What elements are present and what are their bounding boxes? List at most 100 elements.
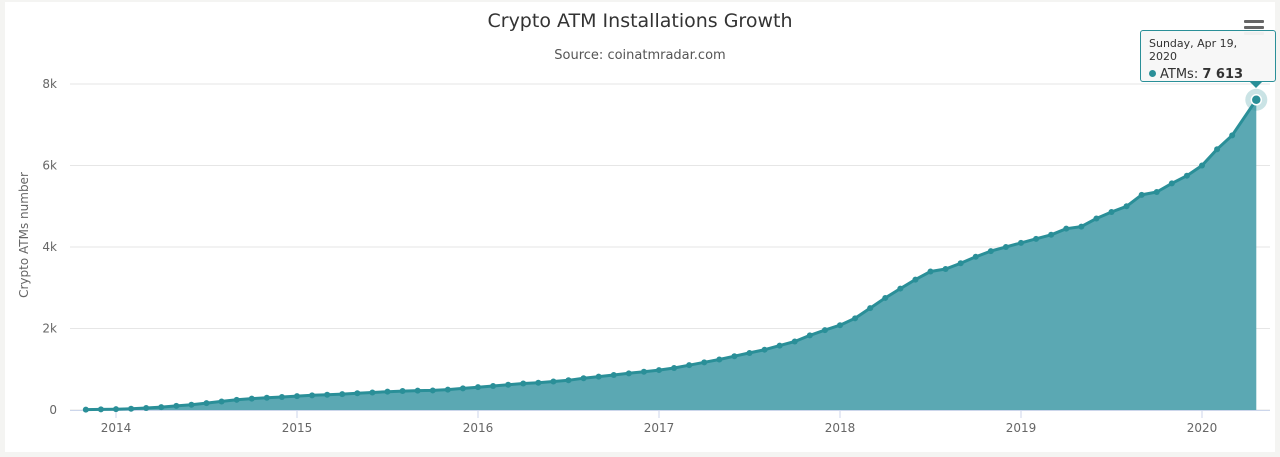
data-point[interactable] (1018, 239, 1024, 246)
y-tick-label: 0 (49, 403, 57, 417)
data-point[interactable] (791, 338, 798, 345)
data-point[interactable] (972, 253, 979, 260)
data-point[interactable] (459, 385, 466, 392)
data-point[interactable] (173, 402, 180, 409)
data-point[interactable] (595, 373, 602, 380)
data-point[interactable] (1199, 162, 1205, 169)
data-point[interactable] (806, 332, 813, 339)
data-point[interactable] (158, 404, 165, 411)
y-tick-label: 8k (42, 77, 57, 91)
data-point[interactable] (912, 276, 919, 283)
data-point[interactable] (746, 349, 753, 356)
data-point[interactable] (625, 370, 632, 377)
data-point[interactable] (490, 382, 497, 389)
data-point[interactable] (821, 327, 828, 334)
data-point[interactable] (671, 365, 678, 372)
data-point[interactable] (128, 405, 135, 412)
data-point[interactable] (852, 315, 859, 322)
data-point[interactable] (1078, 223, 1085, 230)
data-point[interactable] (686, 362, 693, 369)
data-point[interactable] (505, 381, 512, 388)
data-point[interactable] (987, 248, 994, 255)
data-point[interactable] (444, 386, 451, 393)
data-point[interactable] (1138, 191, 1145, 198)
y-axis-label: Crypto ATMs number (17, 172, 31, 298)
y-tick-label: 6k (42, 159, 57, 173)
data-point[interactable] (309, 392, 316, 399)
x-tick-label: 2015 (282, 421, 313, 435)
data-point[interactable] (1108, 208, 1115, 215)
tooltip-series: ATMs: (1160, 67, 1199, 82)
highlighted-data-point[interactable] (1250, 94, 1263, 106)
x-axis-ticks: 2014 2015 2016 2017 2018 2019 2020 (70, 410, 1270, 435)
chart-subtitle: Source: coinatmradar.com (554, 48, 726, 63)
data-point[interactable] (1093, 215, 1100, 222)
data-point[interactable] (233, 396, 240, 403)
data-point[interactable] (429, 387, 436, 394)
y-axis-ticks: 0 2k 4k 6k 8k (42, 77, 57, 417)
data-point[interactable] (143, 404, 150, 411)
data-point[interactable] (399, 388, 406, 395)
data-point[interactable] (897, 285, 904, 292)
data-point[interactable] (414, 387, 421, 394)
data-point[interactable] (324, 391, 331, 398)
x-tick-label: 2017 (644, 421, 675, 435)
data-point[interactable] (882, 294, 889, 301)
data-point[interactable] (927, 268, 934, 275)
tooltip-value: 7 613 (1202, 67, 1244, 82)
data-point[interactable] (776, 342, 783, 349)
data-point[interactable] (339, 391, 346, 398)
data-point[interactable] (1063, 225, 1070, 232)
data-point[interactable] (957, 260, 964, 267)
data-point[interactable] (550, 378, 557, 385)
data-point[interactable] (942, 266, 949, 273)
data-point[interactable] (248, 395, 255, 402)
data-point[interactable] (761, 346, 768, 353)
data-point[interactable] (263, 394, 270, 401)
data-point[interactable] (716, 356, 723, 363)
data-point[interactable] (218, 398, 225, 405)
x-tick-label: 2014 (101, 421, 132, 435)
data-point[interactable] (97, 406, 104, 413)
tooltip-row: ATMs: 7 613 (1149, 67, 1267, 82)
data-point[interactable] (1123, 203, 1130, 210)
data-markers (82, 88, 1268, 413)
data-point[interactable] (565, 377, 572, 384)
chart-title: Crypto ATM Installations Growth (487, 10, 793, 32)
data-point[interactable] (1048, 231, 1055, 238)
data-point[interactable] (1229, 132, 1236, 139)
x-tick-label: 2018 (825, 421, 856, 435)
data-point[interactable] (354, 390, 361, 397)
data-point[interactable] (203, 400, 210, 407)
data-point[interactable] (1168, 180, 1175, 187)
data-point[interactable] (384, 388, 391, 395)
data-point[interactable] (640, 368, 647, 375)
data-point[interactable] (535, 379, 542, 386)
data-point[interactable] (294, 393, 300, 400)
data-point[interactable] (188, 401, 195, 408)
x-tick-label: 2016 (463, 421, 494, 435)
data-point[interactable] (82, 406, 89, 413)
data-point[interactable] (475, 384, 481, 391)
data-point[interactable] (369, 389, 376, 396)
data-point[interactable] (1214, 146, 1221, 153)
atm-area (85, 99, 1257, 411)
y-tick-label: 2k (42, 322, 57, 336)
data-point[interactable] (701, 359, 708, 366)
data-point[interactable] (278, 393, 285, 400)
data-point[interactable] (580, 375, 587, 382)
data-point[interactable] (1002, 244, 1009, 250)
data-point[interactable] (520, 380, 527, 387)
data-point[interactable] (656, 367, 662, 374)
tooltip-date: Sunday, Apr 19, 2020 (1149, 37, 1238, 63)
data-point[interactable] (731, 353, 738, 360)
data-point[interactable] (1033, 235, 1040, 242)
data-point[interactable] (867, 305, 874, 312)
data-point[interactable] (1153, 188, 1160, 195)
data-point[interactable] (837, 322, 843, 329)
data-point[interactable] (1183, 172, 1190, 179)
data-point[interactable] (113, 406, 119, 413)
data-point[interactable] (610, 371, 617, 378)
x-tick-label: 2020 (1187, 421, 1218, 435)
